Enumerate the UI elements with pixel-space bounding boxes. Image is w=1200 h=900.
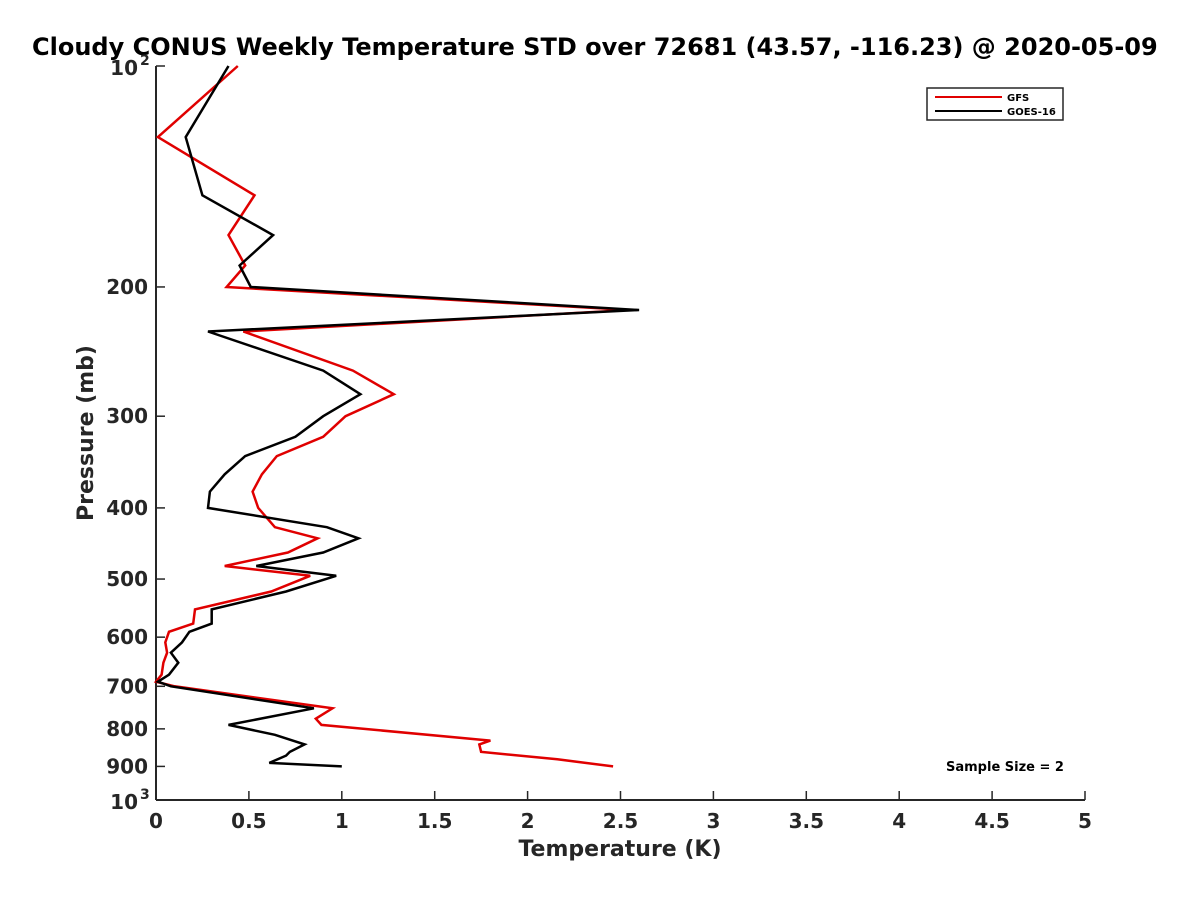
series-layer <box>153 65 640 768</box>
x-tick-label: 3.5 <box>789 809 824 833</box>
legend-box <box>926 87 1064 121</box>
y-tick-label: 900 <box>106 754 148 778</box>
x-tick-label: 2 <box>521 809 535 833</box>
series-line-gfs <box>153 65 630 768</box>
axes <box>155 66 1085 801</box>
y-tick-label: 700 <box>106 674 148 698</box>
y-tick-exponent: 3 <box>140 787 150 803</box>
x-tick-label: 3 <box>706 809 720 833</box>
y-axis-label: Pressure (mb) <box>74 345 99 521</box>
y-tick-label: 300 <box>106 404 148 428</box>
x-axis-label: Temperature (K) <box>518 837 721 862</box>
x-ticks: 0 0.5 1 1.5 2 2.5 3 3.5 4 4.5 5 <box>149 791 1092 833</box>
series-line-goes16 <box>155 65 640 768</box>
x-tick-label: 1 <box>335 809 349 833</box>
chart-title: Cloudy CONUS Weekly Temperature STD over… <box>32 33 1158 61</box>
x-tick-label: 5 <box>1078 809 1092 833</box>
y-tick-label: 200 <box>106 275 148 299</box>
x-tick-label: 2.5 <box>603 809 638 833</box>
y-tick-label: 400 <box>106 496 148 520</box>
x-tick-label: 4.5 <box>974 809 1009 833</box>
legend-label-goes16: GOES-16 <box>1007 107 1056 118</box>
sample-size-annotation: Sample Size = 2 <box>946 760 1064 775</box>
y-tick-label: 500 <box>106 567 148 591</box>
y-tick-label: 800 <box>106 717 148 741</box>
y-tick-label: 600 <box>106 625 148 649</box>
legend: GFS GOES-16 <box>926 87 1064 121</box>
x-tick-label: 0 <box>149 809 163 833</box>
y-tick-label: 10 <box>110 56 138 80</box>
x-tick-label: 1.5 <box>417 809 452 833</box>
y-tick-exponent: 2 <box>140 53 150 69</box>
x-tick-label: 4 <box>892 809 906 833</box>
x-tick-label: 0.5 <box>231 809 266 833</box>
y-tick-label: 10 <box>110 790 138 814</box>
legend-label-gfs: GFS <box>1007 93 1029 104</box>
